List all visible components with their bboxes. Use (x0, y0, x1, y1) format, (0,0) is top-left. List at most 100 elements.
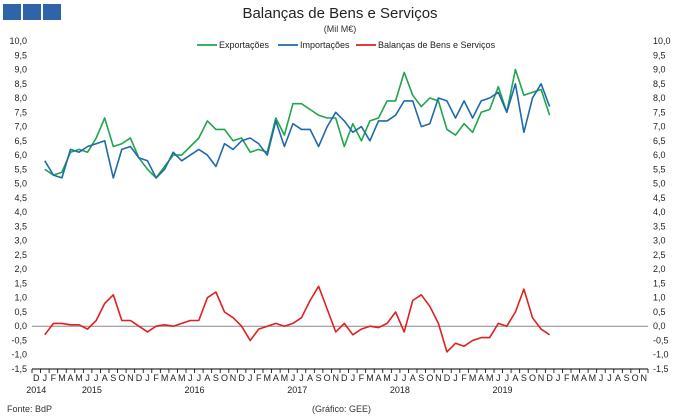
y-tick-label-right: 8,0 (653, 93, 666, 103)
x-month-label: S (624, 373, 630, 383)
y-tick-label-right: 7,5 (653, 107, 666, 117)
y-tick-label-right: -0,5 (653, 335, 669, 345)
y-tick-label-left: 5,5 (14, 164, 27, 174)
x-month-label: A (170, 373, 176, 383)
y-tick-label-left: 2,0 (14, 264, 27, 274)
x-year-label: 2015 (82, 385, 102, 395)
series-line-1 (44, 83, 551, 179)
x-month-label: S (213, 373, 219, 383)
y-tick-label-right: -1,5 (653, 364, 669, 374)
x-month-label: S (110, 373, 116, 383)
x-month-label: M (366, 373, 374, 383)
x-year-label: 2014 (26, 385, 46, 395)
x-month-label: F (564, 373, 570, 383)
chart-title: Balanças de Bens e Serviços (242, 5, 438, 22)
y-tick-label-right: 2,5 (653, 250, 666, 260)
x-month-label: J (496, 373, 501, 383)
x-month-label: A (273, 373, 279, 383)
x-month-label: J (453, 373, 458, 383)
y-tick-label-left: -1,0 (11, 350, 27, 360)
x-month-label: J (402, 373, 407, 383)
x-month-label: J (299, 373, 304, 383)
x-month-label: N (640, 373, 647, 383)
y-tick-label-right: 3,0 (653, 236, 666, 246)
x-month-label: A (512, 373, 518, 383)
y-tick-label-right: 0,5 (653, 307, 666, 317)
y-tick-label-left: 4,5 (14, 193, 27, 203)
x-month-label: J (197, 373, 202, 383)
logo-block-2 (23, 4, 41, 20)
x-month-label: F (153, 373, 159, 383)
x-month-label: J (393, 373, 398, 383)
x-month-label: A (478, 373, 484, 383)
x-month-label: J (291, 373, 296, 383)
y-tick-label-right: 6,5 (653, 136, 666, 146)
y-tick-label-left: 4,0 (14, 207, 27, 217)
x-month-label: N (127, 373, 134, 383)
x-month-label: M (383, 373, 391, 383)
y-tick-label-left: 7,5 (14, 107, 27, 117)
y-tick-label-left: 1,0 (14, 293, 27, 303)
x-month-label: M (161, 373, 169, 383)
x-month-label: M (572, 373, 580, 383)
y-tick-label-left: 1,5 (14, 278, 27, 288)
y-tick-label-right: 4,5 (653, 193, 666, 203)
y-tick-label-left: -1,5 (11, 364, 27, 374)
x-month-label: M (281, 373, 289, 383)
x-month-label: M (589, 373, 597, 383)
x-month-label: N (538, 373, 545, 383)
y-tick-label-left: 8,0 (14, 93, 27, 103)
x-month-label: D (341, 373, 348, 383)
legend-label: Exportações (219, 40, 270, 50)
y-tick-label-left: 8,5 (14, 79, 27, 89)
x-month-label: J (43, 373, 48, 383)
x-month-label: J (505, 373, 510, 383)
x-month-label: A (307, 373, 313, 383)
y-tick-label-left: 0,0 (14, 321, 27, 331)
x-month-label: F (51, 373, 57, 383)
series-line-2 (44, 285, 551, 353)
x-month-label: A (410, 373, 416, 383)
x-month-label: J (599, 373, 604, 383)
x-month-label: M (486, 373, 494, 383)
x-month-label: O (632, 373, 639, 383)
y-tick-label-left: 5,0 (14, 179, 27, 189)
y-tick-label-left: 2,5 (14, 250, 27, 260)
y-tick-label-left: 6,5 (14, 136, 27, 146)
x-month-label: M (58, 373, 66, 383)
y-tick-label-left: 9,0 (14, 65, 27, 75)
y-tick-label-right: 9,0 (653, 65, 666, 75)
y-tick-label-right: 5,0 (653, 179, 666, 189)
y-tick-label-right: 4,0 (653, 207, 666, 217)
x-month-label: O (118, 373, 125, 383)
x-month-label: O (221, 373, 228, 383)
x-month-label: S (418, 373, 424, 383)
x-year-label: 2017 (287, 385, 307, 395)
y-tick-label-left: -0,5 (11, 335, 27, 345)
x-month-label: J (145, 373, 150, 383)
x-month-label: J (351, 373, 356, 383)
x-month-label: D (33, 373, 40, 383)
y-tick-label-right: 1,5 (653, 278, 666, 288)
x-month-label: D (238, 373, 245, 383)
logo-block-1 (3, 4, 21, 20)
x-year-label: 2018 (390, 385, 410, 395)
x-month-label: N (435, 373, 442, 383)
x-month-label: M (178, 373, 186, 383)
x-month-label: M (264, 373, 272, 383)
x-year-label: 2019 (493, 385, 513, 395)
series-line-0 (44, 68, 551, 179)
x-month-label: S (521, 373, 527, 383)
y-tick-label-left: 3,0 (14, 236, 27, 246)
x-month-label: A (615, 373, 621, 383)
y-tick-label-left: 9,5 (14, 50, 27, 60)
y-tick-label-right: 7,0 (653, 122, 666, 132)
y-tick-label-right: 8,5 (653, 79, 666, 89)
y-tick-label-right: -1,0 (653, 350, 669, 360)
x-month-label: A (67, 373, 73, 383)
y-tick-label-left: 6,0 (14, 150, 27, 160)
x-month-label: A (581, 373, 587, 383)
x-month-label: J (94, 373, 99, 383)
x-month-label: A (204, 373, 210, 383)
